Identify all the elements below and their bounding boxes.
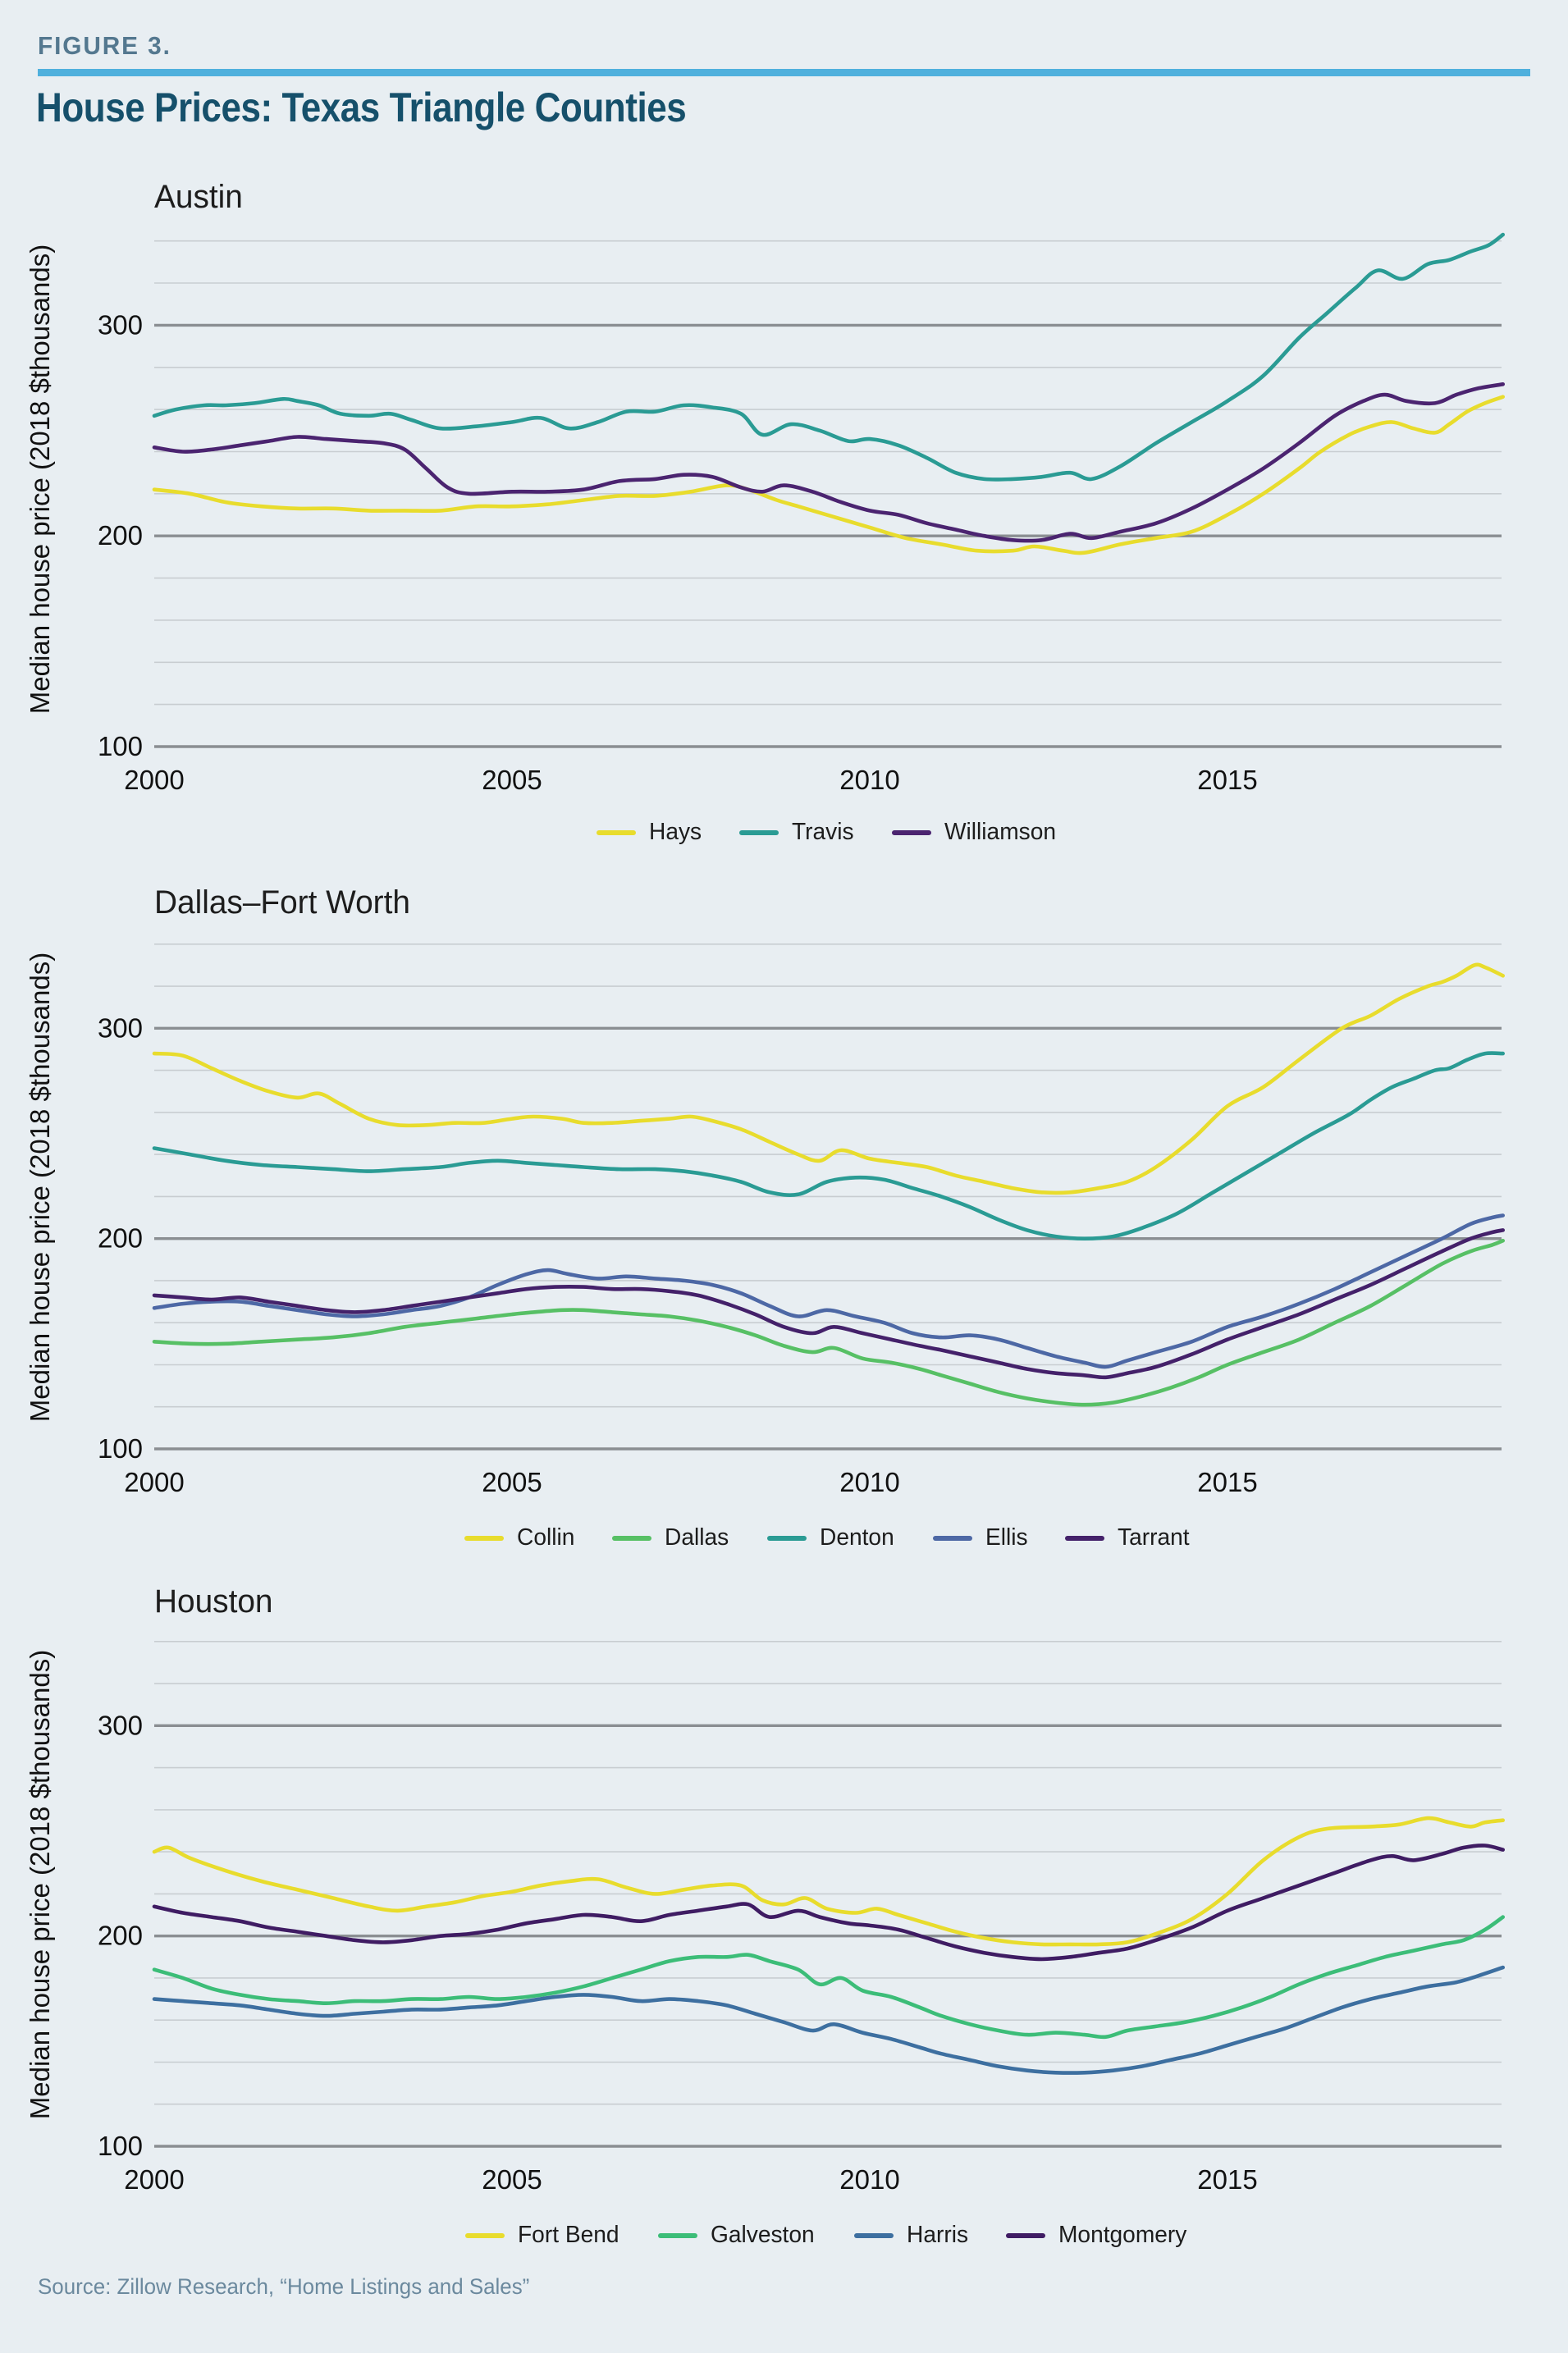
series-line-galveston (152, 1915, 1505, 2040)
figure-label: FIGURE 3. (38, 31, 171, 60)
legend-label: Collin (516, 1524, 575, 1551)
series-line-tarrant (152, 1228, 1505, 1380)
series-line-fort-bend (152, 1816, 1505, 1947)
chart-title-dfw: Dallas–Fort Worth (154, 884, 410, 921)
legend-item-montgomery: Montgomery (1006, 2222, 1191, 2249)
legend-item-fort-bend: Fort Bend (464, 2222, 622, 2249)
y-tick-label: 200 (98, 1223, 143, 1254)
legend-label: Ellis (985, 1524, 1028, 1551)
legend-austin: Hays Travis Williamson (154, 819, 1502, 846)
gridlines-major (154, 323, 1502, 748)
y-tick-label: 100 (98, 1433, 143, 1464)
gridlines-major (154, 1724, 1502, 2148)
legend-item-hays: Hays (596, 819, 703, 846)
y-tick-label: 100 (98, 731, 143, 761)
x-tick-label: 2015 (1197, 765, 1257, 795)
y-tick-label: 200 (98, 1921, 143, 1951)
x-tick-label: 2015 (1197, 1467, 1257, 1497)
y-tick-label: 100 (98, 2131, 143, 2161)
legend-swatch-icon (739, 829, 779, 835)
legend-swatch-icon (1064, 1535, 1104, 1541)
legend-swatch-icon (932, 1535, 972, 1541)
legend-swatch-icon (464, 1535, 504, 1541)
legend-label: Tarrant (1117, 1524, 1190, 1551)
gridlines-major (154, 1026, 1502, 1451)
legend-item-dallas: Dallas (612, 1524, 731, 1551)
chart-dfw: 100 200 300 2000 2005 2010 2015 Median house pr… (25, 943, 1505, 1497)
series-line-denton (152, 1051, 1505, 1240)
series-line-montgomery (152, 1844, 1505, 1962)
series-line-collin (152, 962, 1505, 1195)
gridlines-minor (154, 1640, 1502, 2105)
legend-swatch-icon (1006, 2232, 1046, 2238)
legend-item-galveston: Galveston (658, 2222, 818, 2249)
chart-austin: 100 200 300 2000 2005 2010 2015 Median house pr… (25, 232, 1505, 795)
y-axis-label: Median house price (2018 $thousands) (25, 244, 55, 714)
y-tick-label: 300 (98, 309, 143, 340)
legend-label: Travis (792, 819, 854, 845)
legend-item-travis: Travis (739, 819, 856, 846)
y-tick-label: 300 (98, 1710, 143, 1740)
legend-houston: Fort Bend Galveston Harris Montgomery (154, 2222, 1502, 2249)
legend-label: Hays (648, 819, 702, 845)
x-tick-label: 2000 (124, 2164, 184, 2195)
legend-swatch-icon (658, 2232, 698, 2238)
legend-swatch-icon (767, 1535, 807, 1541)
x-tick-label: 2005 (482, 1467, 542, 1497)
legend-item-tarrant: Tarrant (1064, 1524, 1191, 1551)
y-tick-label: 200 (98, 520, 143, 551)
series-line-travis (152, 232, 1505, 482)
y-axis-label: Median house price (2018 $thousands) (25, 953, 55, 1422)
x-tick-label: 2005 (482, 765, 542, 795)
legend-swatch-icon (596, 829, 636, 835)
legend-label: Dallas (665, 1524, 729, 1551)
source-note: Source: Zillow Research, “Home Listings … (38, 2274, 530, 2299)
legend-swatch-icon (853, 2232, 894, 2238)
x-tick-label: 2010 (839, 2164, 899, 2195)
legend-label: Galveston (711, 2222, 815, 2248)
series-line-williamson (152, 382, 1505, 543)
y-tick-label: 300 (98, 1012, 143, 1043)
series-line-hays (152, 395, 1505, 555)
series-line-ellis (152, 1213, 1505, 1369)
x-tick-label: 2010 (839, 1467, 899, 1497)
title-rule (38, 69, 1530, 76)
x-tick-label: 2000 (124, 765, 184, 795)
legend-swatch-icon (891, 829, 931, 835)
legend-item-denton: Denton (767, 1524, 897, 1551)
chart-houston: 100 200 300 2000 2005 2010 2015 Median house pr… (25, 1640, 1505, 2195)
x-tick-label: 2010 (839, 765, 899, 795)
legend-label: Williamson (944, 819, 1056, 845)
legend-item-ellis: Ellis (932, 1524, 1029, 1551)
x-tick-label: 2000 (124, 1467, 184, 1497)
legend-label: Harris (906, 2222, 968, 2248)
figure-title: House Prices: Texas Triangle Counties (36, 85, 687, 130)
gridlines-minor (154, 943, 1502, 1408)
legend-label: Montgomery (1058, 2222, 1187, 2248)
gridlines-minor (154, 240, 1502, 706)
legend-item-williamson: Williamson (891, 819, 1059, 846)
series-line-dallas (152, 1238, 1505, 1407)
legend-dfw: Collin Dallas Denton Ellis Tarrant (154, 1524, 1502, 1551)
legend-item-collin: Collin (464, 1524, 577, 1551)
legend-label: Denton (820, 1524, 894, 1551)
legend-swatch-icon (612, 1535, 652, 1541)
x-tick-label: 2005 (482, 2164, 542, 2195)
legend-label: Fort Bend (517, 2222, 619, 2248)
legend-item-harris: Harris (853, 2222, 970, 2249)
chart-title-houston: Houston (154, 1583, 273, 1620)
legend-swatch-icon (464, 2232, 505, 2238)
chart-title-austin: Austin (154, 179, 243, 215)
series-line-harris (152, 1965, 1505, 2075)
x-tick-label: 2015 (1197, 2164, 1257, 2195)
y-axis-label: Median house price (2018 $thousands) (25, 1650, 55, 2119)
